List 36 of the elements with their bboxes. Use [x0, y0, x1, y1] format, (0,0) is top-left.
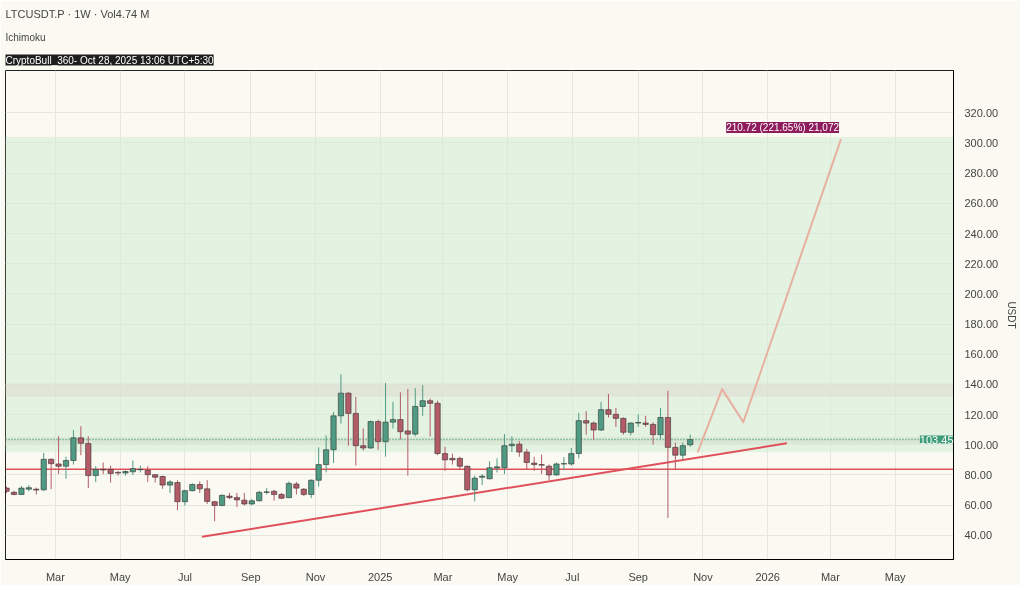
x-tick-label: Nov: [305, 570, 326, 583]
x-tick-label: Jul: [565, 570, 580, 583]
x-tick-label: Nov: [693, 570, 714, 583]
y-tick-label: 140.00: [964, 378, 999, 391]
y-tick-label: 80.00: [964, 468, 993, 481]
x-tick-label: Sep: [240, 570, 261, 583]
x-tick-label: Mar: [820, 570, 841, 583]
x-tick-label: May: [109, 570, 132, 583]
y-tick-label: 220.00: [964, 257, 999, 270]
y-tick-label: 180.00: [964, 318, 999, 331]
chart-title: LTCUSDT.P · 1W · Vol4.74 M: [5, 7, 150, 20]
y-tick-label: 100.00: [964, 438, 999, 451]
x-tick-label: 2026: [755, 570, 780, 583]
x-tick-label: Mar: [433, 570, 453, 583]
x-tick-label: 2025: [368, 570, 393, 583]
x-tick-label: Jul: [177, 570, 192, 583]
y-tick-label: 300.00: [964, 136, 999, 149]
text: CryptoBull_360- Oct 28, 2025 13:06 UTC+5:30: [5, 54, 215, 66]
x-tick-label: Sep: [628, 570, 648, 583]
y-tick-label: 280.00: [964, 167, 999, 180]
y-tick-label: 120.00: [964, 408, 999, 421]
y-tick-label: 60.00: [964, 499, 993, 512]
y-tick-label: 260.00: [964, 197, 999, 210]
x-tick-label: May: [497, 570, 519, 583]
x-tick-label: May: [884, 570, 906, 583]
chart-subtitle: Ichimoku: [5, 31, 46, 43]
y-tick-label: 200.00: [964, 287, 999, 300]
y-axis-title: USDT: [1006, 301, 1018, 329]
y-tick-label: 40.00: [964, 529, 993, 542]
y-tick-label: 320.00: [964, 106, 999, 119]
annotation: 210.72 (221.65%) 21,072: [726, 121, 840, 133]
y-tick-label: 240.00: [964, 227, 999, 240]
line-series: [696, 138, 842, 454]
y-tick-label: 160.00: [964, 348, 999, 361]
x-tick-label: Mar: [45, 570, 66, 583]
ref-line-label: 103.45: [919, 433, 954, 446]
